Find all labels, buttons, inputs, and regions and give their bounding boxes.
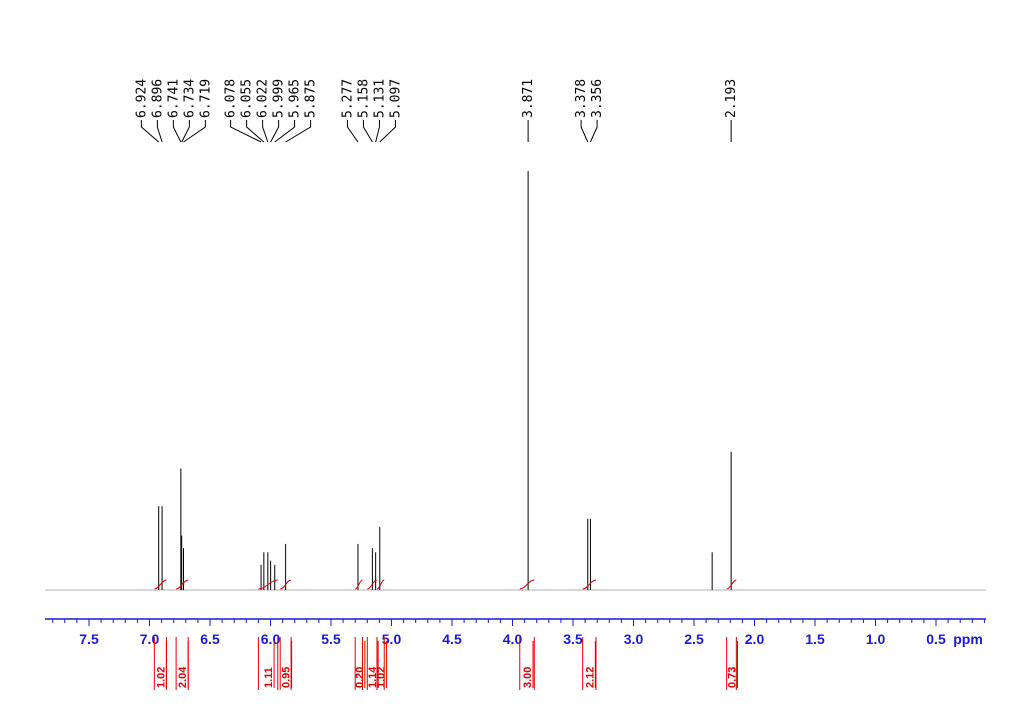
peak-leader-line <box>270 120 280 143</box>
peak-label: 5.158 <box>356 79 371 118</box>
axis-tick-label: 2.5 <box>684 631 704 647</box>
ppm-axis: 7.5 7.0 6.5 6.0 5.5 5.0 4.5 4.0 3.5 3.0 2.5 2.0 1.5 1… <box>45 618 986 647</box>
integral-curve <box>258 579 278 590</box>
peak-leader-line <box>589 120 598 143</box>
axis-tick-label: 7.5 <box>79 631 99 647</box>
peak-label: 6.055 <box>240 79 255 118</box>
peak-label: 3.871 <box>521 79 536 118</box>
axis-tick-label: 1.0 <box>866 631 886 647</box>
peak-leader-line <box>379 120 396 143</box>
peak-leader-line <box>362 120 373 143</box>
peak-leader-line <box>375 120 380 143</box>
integral-curve <box>519 579 535 590</box>
integral-bracket <box>257 637 279 690</box>
peak-leader-line <box>580 120 589 143</box>
integral-curve <box>176 579 189 590</box>
integral-value: 1.14 <box>367 666 379 688</box>
peak-label: 5.277 <box>340 79 355 118</box>
peak-label-group: 6.924 6.896 6.741 6.734 6.719 6.078 6.055 6.022… <box>134 79 739 143</box>
axis-tick-label: 6.5 <box>200 631 220 647</box>
integral-bracket <box>726 637 737 690</box>
peak-leader-line <box>181 120 190 143</box>
peak-label: 2.193 <box>724 79 739 118</box>
peak-label: 6.924 <box>134 79 149 118</box>
peak-leader-line <box>285 120 312 143</box>
axis-unit-label: ppm <box>953 631 983 647</box>
spectrum-trace-group <box>45 171 986 591</box>
integral-curve <box>367 579 378 590</box>
peak-leader-line <box>172 120 182 143</box>
peak-leader-line <box>346 120 359 143</box>
peak-leader-line <box>246 120 265 143</box>
integral-value: 1.02 <box>155 667 167 688</box>
peak-label: 3.378 <box>574 79 589 118</box>
peak-leader-line <box>183 120 206 143</box>
peak-label: 6.078 <box>224 79 239 118</box>
peak-label: 5.097 <box>388 79 403 118</box>
integral-value: 2.12 <box>584 667 596 688</box>
integral-bracket <box>582 637 597 690</box>
integral-value: 1.02 <box>376 667 388 688</box>
axis-tick-label: 4.0 <box>503 631 523 647</box>
axis-tick-label: 4.5 <box>442 631 462 647</box>
peak-label: 5.965 <box>288 79 303 118</box>
axis-tick-label: 6.0 <box>261 631 281 647</box>
peak-leader-line <box>274 120 296 143</box>
integral-value: 1.11 <box>263 667 275 688</box>
integral-bracket <box>279 637 292 690</box>
integral-value: 3.00 <box>522 667 534 688</box>
peak-label: 6.734 <box>182 79 197 118</box>
peak-leader-line <box>262 120 269 143</box>
integral-curve <box>376 579 385 590</box>
peak-leader-line <box>230 120 262 143</box>
axis-tick-label: 0.5 <box>926 631 946 647</box>
axis-tick-label: 3.5 <box>563 631 583 647</box>
peak-label: 6.719 <box>198 79 213 118</box>
integral-bracket <box>376 637 385 690</box>
peak-label: 3.356 <box>590 79 605 118</box>
integral-group: 1.02 2.04 1.11 0.95 0.20 1.141.02 3.00 2.12 0.73 <box>153 579 739 690</box>
integral-curve <box>355 579 363 590</box>
axis-tick-label: 2.0 <box>745 631 765 647</box>
integral-curve <box>154 579 167 590</box>
peak-leader-line <box>156 120 163 143</box>
integral-bracket <box>354 637 363 690</box>
axis-tick-label: 5.5 <box>321 631 341 647</box>
integral-value: 0.20 <box>354 667 366 688</box>
integral-value: 2.04 <box>177 666 189 688</box>
integral-bracket <box>519 637 535 690</box>
integral-value: 0.73 <box>727 667 739 688</box>
peak-label: 6.022 <box>256 79 271 118</box>
axis-tick-label: 1.5 <box>805 631 825 647</box>
peak-label: 5.131 <box>372 79 387 118</box>
axis-tick-label: 3.0 <box>624 631 644 647</box>
axis-tick-label: 7.0 <box>140 631 160 647</box>
peak-label: 6.896 <box>150 79 165 118</box>
integral-curve <box>582 579 597 590</box>
integral-value: 0.95 <box>281 667 293 688</box>
integral-curve <box>726 579 737 590</box>
peak-label: 5.875 <box>304 79 319 118</box>
peak-leader-line <box>140 120 160 143</box>
integral-curve <box>280 579 292 590</box>
peak-label: 5.999 <box>272 79 287 118</box>
peak-label: 6.741 <box>166 79 181 118</box>
